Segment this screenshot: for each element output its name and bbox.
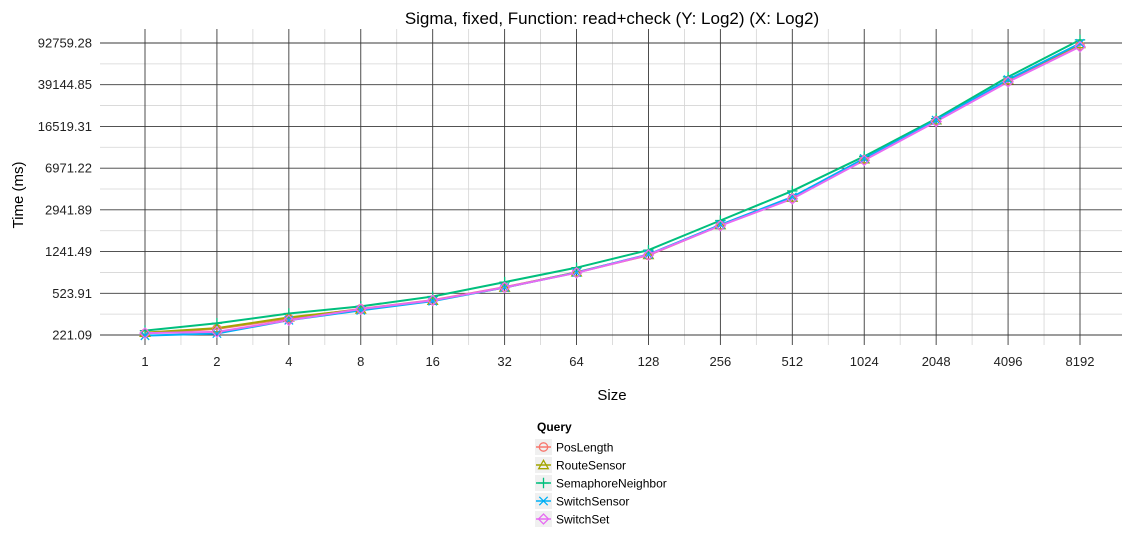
data-point-switchsensor	[859, 153, 869, 164]
data-point-routesensor	[858, 153, 871, 164]
legend-label: SwitchSensor	[556, 495, 629, 509]
data-point-switchset	[211, 325, 223, 338]
x-tick-label: 8192	[1066, 354, 1095, 369]
data-point-semaphoreneighbor	[283, 308, 295, 319]
legend: Query PosLength RouteSensor SemaphoreNeigh…	[535, 420, 667, 527]
x-tick-label: 64	[569, 354, 583, 369]
data-point-switchsensor	[140, 331, 150, 341]
y-tick-label: 2941.89	[45, 202, 92, 217]
x-tick-label: 8	[357, 354, 364, 369]
x-tick-label: 32	[497, 354, 511, 369]
x-tick-label: 2048	[922, 354, 951, 369]
legend-key-marker	[538, 442, 549, 452]
x-axis-ticks: 1 2 4 8 16 32 64 128 256 512 1024 2048 4096 8192	[141, 354, 1094, 369]
x-tick-label: 1024	[850, 354, 879, 369]
legend-item-switchsensor: SwitchSensor	[535, 493, 629, 509]
series-line-switchset	[144, 45, 1081, 335]
legend-label: SemaphoreNeighbor	[556, 477, 667, 491]
x-tick-label: 2	[213, 354, 220, 369]
data-point-switchset	[498, 281, 511, 294]
series-line-semaphoreneighbor	[144, 38, 1081, 332]
y-axis-ticks: 221.09 523.91 1241.49 2941.89 6971.22 16519.3…	[38, 36, 92, 343]
legend-item-routesensor: RouteSensor	[535, 457, 626, 473]
y-tick-label: 221.09	[52, 328, 92, 343]
data-point-switchset	[1002, 75, 1014, 88]
series-markers	[139, 34, 1086, 341]
x-tick-label: 4096	[994, 354, 1023, 369]
data-point-switchset	[426, 294, 439, 307]
data-point-switchset	[354, 303, 367, 315]
data-point-switchsensor	[1003, 74, 1013, 85]
y-tick-label: 1241.49	[45, 244, 92, 259]
series-lines	[144, 38, 1081, 337]
data-point-switchset	[139, 327, 151, 340]
legend-label: PosLength	[556, 441, 613, 455]
data-point-switchset	[642, 248, 655, 261]
data-point-semaphoreneighbor	[859, 151, 870, 162]
x-tick-label: 4	[285, 354, 292, 369]
data-point-switchset	[930, 115, 943, 128]
y-axis-label: Time (ms)	[10, 162, 27, 229]
x-tick-label: 128	[638, 354, 660, 369]
data-point-switchset	[858, 154, 871, 167]
grid	[100, 29, 1122, 345]
legend-label: RouteSensor	[556, 459, 626, 473]
y-tick-label: 92759.28	[38, 36, 92, 51]
data-point-switchset	[1074, 40, 1086, 53]
data-point-switchsensor	[787, 192, 797, 202]
data-point-routesensor	[498, 281, 511, 292]
y-tick-label: 6971.22	[45, 161, 92, 176]
y-tick-label: 523.91	[52, 286, 92, 301]
legend-key-marker	[537, 458, 550, 470]
legend-title: Query	[537, 420, 572, 434]
data-point-switchset	[282, 314, 295, 327]
legend-label: SwitchSet	[556, 513, 610, 527]
legend-items: PosLength RouteSensor SemaphoreNeighbor Swi…	[535, 439, 667, 527]
data-point-semaphoreneighbor	[930, 113, 942, 124]
data-point-routesensor	[211, 322, 223, 333]
data-point-switchset	[570, 266, 583, 279]
data-point-routesensor	[714, 219, 727, 230]
y-tick-label: 16519.31	[38, 119, 92, 134]
data-point-switchsensor	[212, 328, 222, 339]
x-tick-label: 256	[710, 354, 732, 369]
legend-key-marker	[537, 513, 550, 525]
data-point-semaphoreneighbor	[139, 325, 151, 336]
legend-key-marker	[538, 496, 549, 506]
data-point-switchset	[786, 192, 799, 205]
data-point-switchsensor	[1075, 38, 1085, 49]
data-point-semaphoreneighbor	[427, 291, 438, 302]
data-point-switchset	[714, 219, 727, 232]
x-tick-label: 512	[781, 354, 803, 369]
y-tick-label: 39144.85	[38, 77, 92, 92]
legend-item-semaphoreneighbor: SemaphoreNeighbor	[535, 475, 667, 491]
data-point-routesensor	[642, 248, 655, 260]
chart-title: Sigma, fixed, Function: read+check (Y: L…	[405, 9, 819, 28]
x-tick-label: 1	[141, 354, 148, 369]
legend-item-switchset: SwitchSet	[535, 511, 610, 527]
x-tick-label: 16	[425, 354, 439, 369]
x-axis-label: Size	[597, 387, 626, 404]
legend-key-marker	[538, 477, 549, 489]
data-point-routesensor	[426, 294, 439, 305]
data-point-routesensor	[570, 266, 583, 277]
legend-item-poslength: PosLength	[535, 439, 613, 455]
